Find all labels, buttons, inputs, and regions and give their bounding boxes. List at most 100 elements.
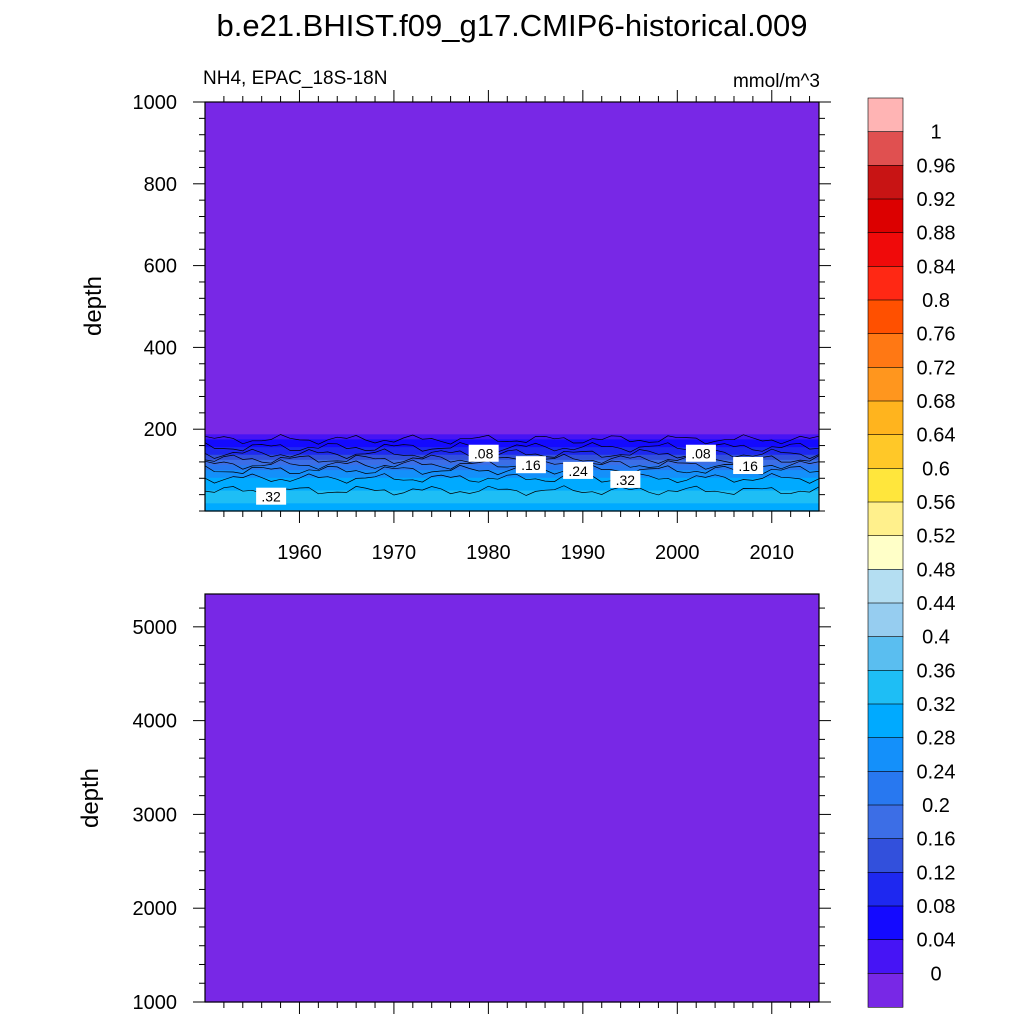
- field-band: [205, 767, 819, 771]
- field-band: [205, 979, 819, 983]
- field-band: [205, 708, 819, 712]
- lower-y-axis-label: depth: [77, 768, 104, 828]
- field-band: [205, 642, 819, 646]
- field-band: [205, 326, 819, 331]
- colorbar-label: 0.48: [917, 559, 956, 581]
- colorbar-bin: [867, 400, 904, 436]
- x-tick-label: 1960: [277, 542, 322, 564]
- field-band: [205, 665, 819, 669]
- field-band: [205, 634, 819, 638]
- colorbar-bin: [867, 333, 904, 368]
- field-band: [205, 470, 819, 474]
- field-band: [205, 122, 819, 126]
- field-band: [205, 606, 819, 610]
- field-band: [205, 951, 819, 955]
- field-band: [205, 160, 819, 164]
- field-band: [205, 462, 819, 466]
- x-tick-label: 1990: [561, 542, 606, 564]
- colorbar-bin: [867, 501, 904, 537]
- field-band: [205, 777, 819, 781]
- field-band: [205, 652, 819, 656]
- field-band: [205, 736, 819, 740]
- field-band: [205, 186, 819, 190]
- field-band: [205, 503, 819, 507]
- colorbar-bin: [867, 165, 904, 200]
- y-tick-label: 2000: [133, 898, 178, 920]
- field-band: [205, 670, 819, 674]
- field-band: [205, 165, 819, 170]
- field-band: [205, 255, 819, 259]
- field-band: [205, 971, 819, 975]
- field-band: [205, 815, 819, 819]
- field-band: [205, 155, 819, 159]
- field-band: [205, 291, 819, 295]
- field-band: [205, 158, 819, 162]
- colorbar-bin: [867, 434, 904, 469]
- field-band: [205, 194, 819, 198]
- field-band: [205, 953, 819, 957]
- field-band: [205, 436, 819, 441]
- field-band: [205, 958, 819, 962]
- colorbar-bin: [867, 905, 904, 941]
- field-band: [205, 726, 819, 730]
- field-band: [205, 355, 819, 359]
- plot-frame: [204, 101, 820, 512]
- field-band: [205, 619, 819, 623]
- colorbar-label: 0.28: [917, 728, 956, 750]
- field-band: [205, 329, 819, 333]
- field-band: [205, 991, 819, 995]
- field-band: [205, 984, 819, 988]
- field-band: [205, 477, 819, 481]
- field-band: [205, 452, 819, 456]
- field-band: [205, 375, 819, 379]
- field-band: [205, 204, 819, 208]
- colorbar-label: 0.56: [917, 492, 956, 514]
- field-band: [205, 127, 819, 131]
- contour-line: [204, 485, 820, 496]
- contour-label: .24: [568, 463, 588, 479]
- field-band: [205, 884, 819, 888]
- y-tick-label: 400: [144, 337, 177, 359]
- field-band: [205, 191, 819, 195]
- field-band: [205, 352, 819, 356]
- field-band: [205, 270, 819, 274]
- field-band: [205, 447, 819, 451]
- field-band: [205, 181, 819, 185]
- field-band: [205, 125, 819, 129]
- contour-label: .32: [616, 472, 636, 488]
- field-band: [205, 680, 819, 684]
- field-band: [205, 846, 819, 850]
- field-band: [205, 480, 819, 484]
- field-band: [205, 303, 819, 308]
- field-band: [205, 963, 819, 967]
- field-band: [205, 922, 819, 927]
- field-band: [205, 347, 819, 351]
- field-band: [205, 441, 819, 446]
- field-band: [205, 933, 819, 937]
- field-band: [205, 500, 819, 504]
- field-band: [205, 275, 819, 279]
- field-band: [205, 298, 819, 302]
- colorbar-bin: [867, 299, 904, 335]
- field-band: [205, 999, 819, 1003]
- field-band: [205, 240, 819, 244]
- contour-label-box: [733, 457, 764, 475]
- upper-panel: .32 .08 .16 .24 .32 .08 .16 200 400 600 800 1000 196…: [133, 90, 831, 564]
- field-band: [205, 859, 819, 863]
- field-band: [205, 624, 819, 628]
- field-band: [205, 424, 819, 428]
- field-band: [205, 357, 819, 361]
- colorbar-label: 1: [930, 122, 941, 144]
- x-tick-label: 1970: [372, 542, 417, 564]
- colorbar-bin: [867, 266, 904, 301]
- field-band: [205, 171, 819, 175]
- field-band: [205, 183, 819, 187]
- field-band: [205, 426, 819, 430]
- field-band: [205, 785, 819, 789]
- field-band: [205, 657, 819, 661]
- field-band: [205, 594, 819, 598]
- colorbar-bin: [867, 838, 904, 873]
- field-band: [205, 142, 819, 147]
- contour-label: .16: [521, 457, 541, 473]
